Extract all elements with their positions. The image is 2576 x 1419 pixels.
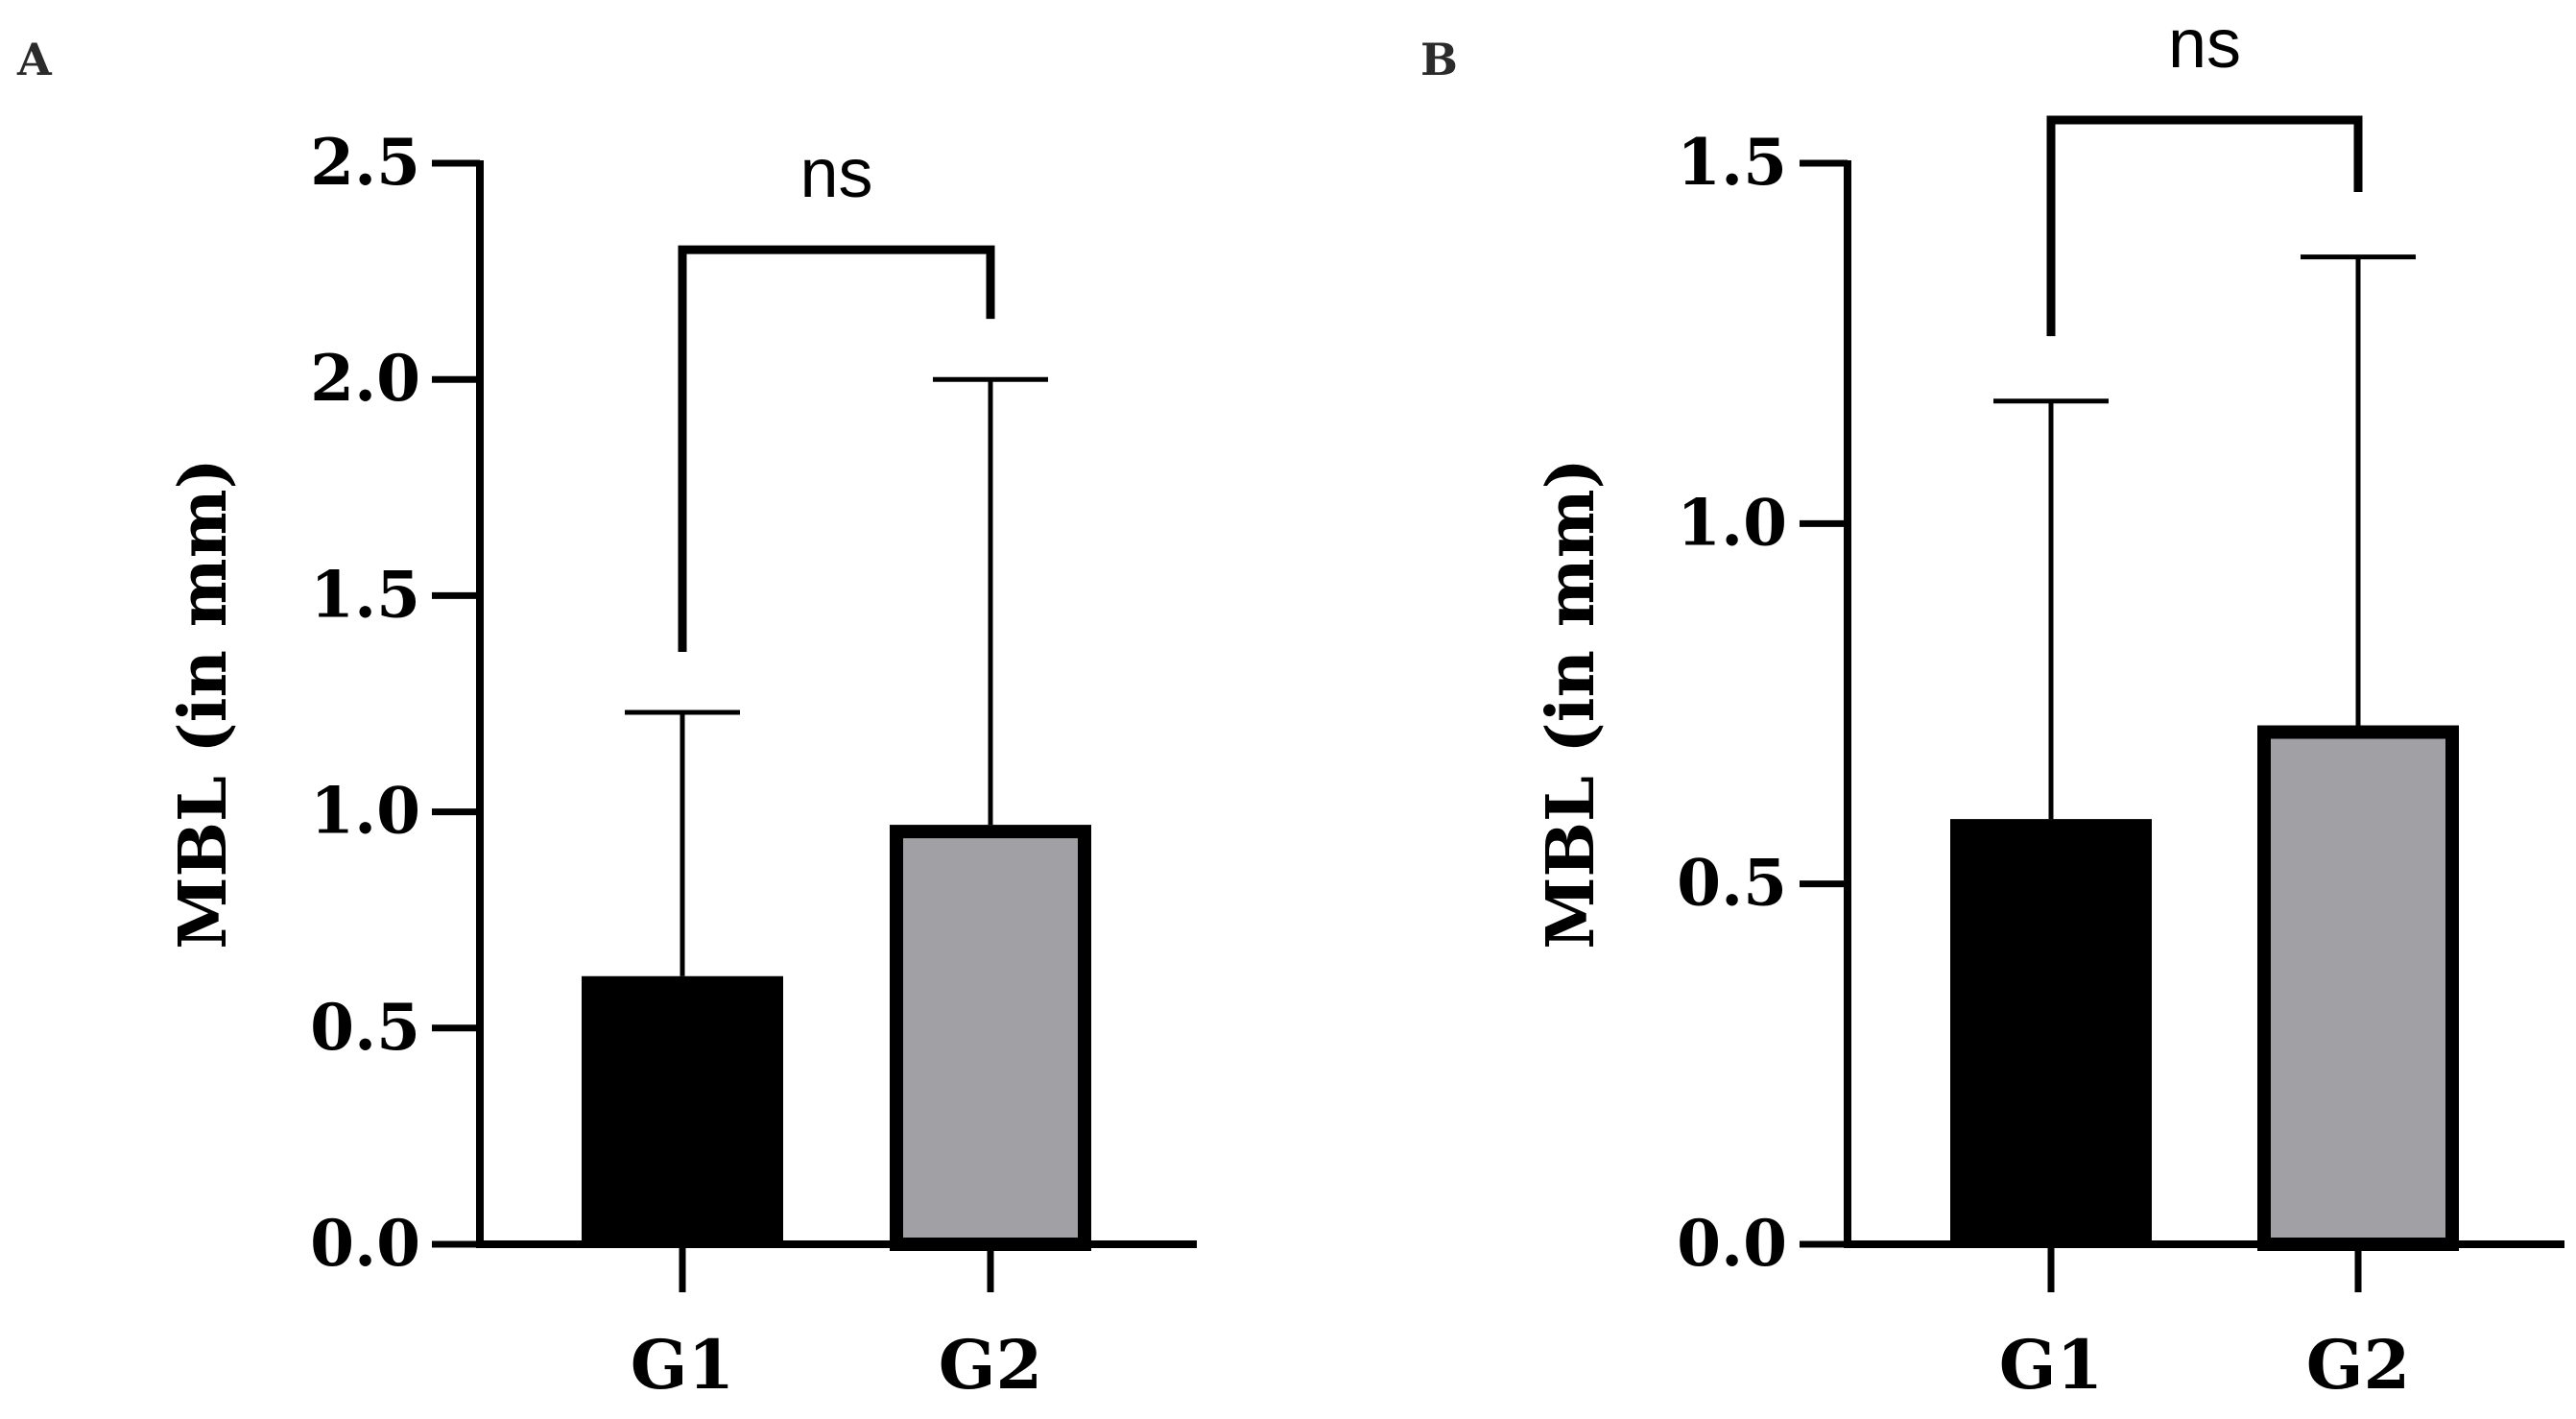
x-tick-label: G1 [631, 1325, 735, 1405]
y-tick-label: 1.0 [1677, 485, 1787, 560]
y-tick-label: 0.5 [1677, 846, 1787, 921]
y-tick-label: 2.0 [310, 341, 420, 416]
significance-label: ns [799, 135, 872, 212]
y-tick-label: 2.5 [310, 125, 420, 200]
bar-g1 [582, 975, 783, 1244]
significance-label: ns [2168, 6, 2241, 83]
x-tick-label: G2 [939, 1325, 1043, 1405]
y-tick-label: 1.5 [1677, 125, 1787, 200]
y-tick-label: 1.5 [310, 557, 420, 632]
y-axis-title: MBL (in mm) [1533, 458, 1610, 949]
x-tick-label: G1 [1999, 1325, 2104, 1405]
y-tick-label: 0.5 [310, 990, 420, 1065]
significance-bracket [678, 245, 995, 652]
significance-bracket [2046, 115, 2363, 337]
y-tick-label: 0.0 [1677, 1206, 1787, 1281]
bar-g2 [890, 825, 1091, 1251]
y-tick-label: 1.0 [310, 774, 420, 849]
x-tick-label: G2 [2306, 1325, 2411, 1405]
panel-letter: A [16, 34, 53, 85]
chart-panel-b: B 0.0 0.5 1.0 1.5 G1 G2 ns MBL (in mm) [1420, 6, 2564, 1405]
bar-g2 [2257, 725, 2459, 1251]
bar-g1 [1950, 819, 2152, 1244]
panel-letter: B [1420, 34, 1458, 85]
y-tick-label: 0.0 [310, 1206, 420, 1281]
chart-panel-a: A 0.0 0.5 1.0 1.5 2.0 2.5 G1 G2 ns MBL (in mm) [16, 34, 1197, 1405]
y-axis-title: MBL (in mm) [165, 458, 242, 949]
